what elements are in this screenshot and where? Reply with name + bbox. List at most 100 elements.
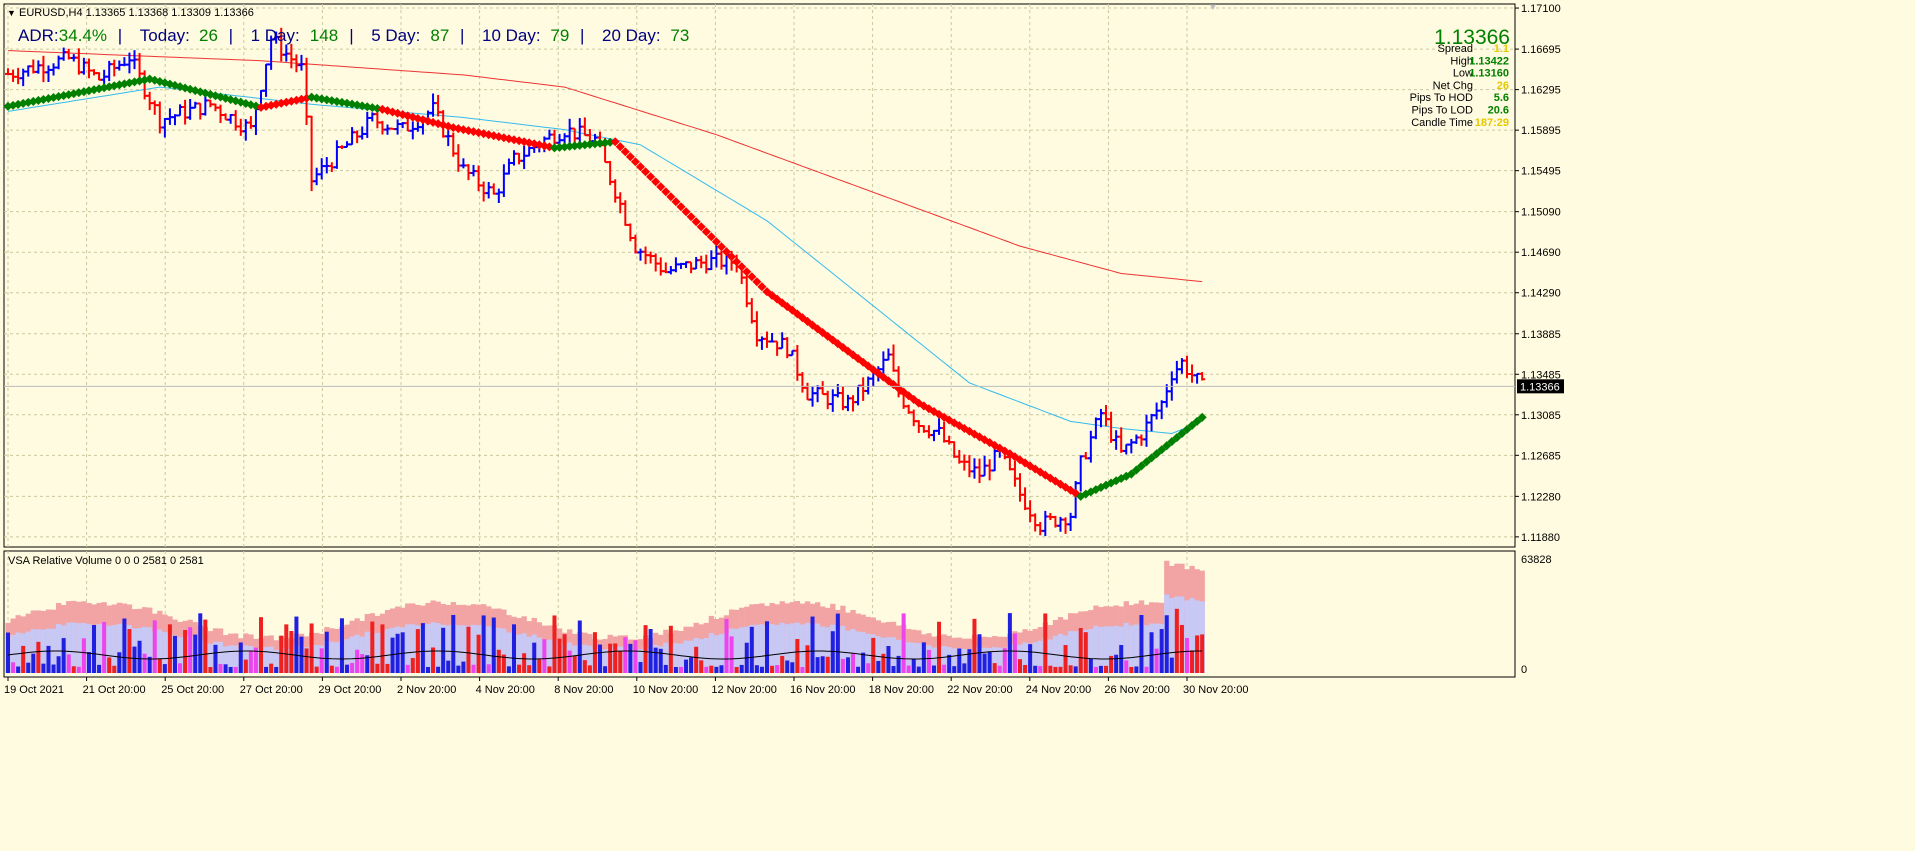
volume-bar <box>56 656 61 673</box>
volume-bar <box>471 664 476 673</box>
volume-band <box>637 649 644 673</box>
volume-band <box>268 646 274 673</box>
volume-bar <box>36 641 41 673</box>
volume-bar <box>830 631 835 673</box>
volume-band <box>713 635 720 673</box>
volume-band <box>951 648 957 673</box>
volume-bar <box>785 660 790 673</box>
adr-value: 79 <box>550 26 569 45</box>
volume-band <box>501 628 507 673</box>
volume-bar <box>734 666 739 673</box>
volume-band <box>263 646 269 673</box>
volume-bar <box>243 659 248 673</box>
volume-bar <box>375 663 380 673</box>
volume-bar <box>274 666 279 673</box>
volume-band <box>71 622 77 673</box>
volume-bar <box>309 623 314 673</box>
volume-band <box>845 630 851 673</box>
info-panel: 1.13366 Spread 1.1 High1.13422Low1.13160Ne… <box>1410 26 1510 129</box>
volume-bar <box>678 666 683 673</box>
trail-stop-marker <box>696 222 706 232</box>
volume-band <box>1068 631 1074 673</box>
volume-bar <box>319 648 324 673</box>
volume-band <box>1032 642 1038 673</box>
volume-bar <box>876 660 881 673</box>
adr-item: 10 Day: 79 | <box>482 26 584 45</box>
volume-bar <box>835 613 840 673</box>
volume-bar <box>279 635 284 673</box>
volume-bar <box>1038 666 1043 673</box>
volume-bar <box>1149 632 1154 673</box>
volume-bar <box>542 639 547 673</box>
trail-stop-marker <box>732 257 742 267</box>
volume-bar <box>21 645 26 673</box>
volume-axis-max: 63828 <box>1521 554 1552 566</box>
time-axis[interactable]: 19 Oct 2021 21 Oct 20:00 25 Oct 20:00 27 Oc… <box>4 677 1248 696</box>
price-tick-label: 1.14290 <box>1521 288 1561 300</box>
volume-bar <box>1063 645 1068 673</box>
info-price: 1.13366 <box>1434 26 1510 49</box>
volume-band <box>344 639 350 673</box>
volume-band <box>1047 639 1054 673</box>
volume-bar <box>410 658 415 673</box>
price-tick-label: 1.15495 <box>1521 166 1561 178</box>
volume-bar <box>815 657 820 673</box>
chart-menu-arrow[interactable]: ▼ <box>7 8 16 18</box>
volume-bar <box>117 652 122 673</box>
scroll-marker-icon[interactable]: ▼ <box>1208 2 1218 13</box>
volume-band <box>410 624 416 673</box>
volume-band <box>425 623 431 673</box>
volume-bar <box>203 619 208 673</box>
volume-bar <box>51 664 56 673</box>
volume-bar <box>532 642 537 673</box>
volume-bar <box>233 666 238 673</box>
volume-bar <box>6 632 10 673</box>
volume-bar <box>172 635 177 673</box>
volume-bar <box>987 652 992 673</box>
volume-bar <box>1144 666 1149 673</box>
volume-band <box>177 637 183 673</box>
volume-band <box>941 645 947 673</box>
volume-band <box>1169 598 1175 673</box>
volume-bar <box>370 621 375 673</box>
ma-slow-line <box>7 50 1203 283</box>
volume-bar <box>1018 659 1022 673</box>
volume-bar <box>628 643 633 673</box>
volume-band <box>147 627 153 673</box>
volume-bar <box>1104 665 1109 673</box>
volume-band <box>992 647 998 673</box>
volume-bar <box>304 648 309 673</box>
volume-bar <box>765 621 769 673</box>
volume-bar <box>334 666 339 673</box>
info-row-value: 26 <box>1497 80 1509 92</box>
price-tick-label: 1.12280 <box>1521 491 1561 503</box>
volume-bar <box>491 617 496 673</box>
volume-band <box>516 634 522 673</box>
price-axis[interactable]: 1.17100 1.16695 1.16295 1.15895 1.15495 1.150… <box>1515 3 1561 544</box>
volume-bar <box>522 653 527 673</box>
volume-bar <box>238 642 243 673</box>
volume-band <box>405 624 411 673</box>
volume-bar <box>572 655 577 673</box>
trail-stop-marker <box>742 267 752 277</box>
volume-bar <box>218 663 223 673</box>
volume-bar <box>269 663 274 673</box>
volume-band <box>739 627 745 673</box>
volume-bar <box>795 639 800 673</box>
volume-band <box>66 622 72 673</box>
volume-band <box>911 642 917 673</box>
volume-bar <box>1023 664 1028 673</box>
volume-bar <box>962 663 967 673</box>
volume-band <box>734 628 740 673</box>
volume-bar <box>633 640 638 673</box>
volume-bar <box>1119 645 1124 673</box>
adr-value: 73 <box>670 26 689 45</box>
volume-band <box>1093 625 1099 673</box>
price-tick-label: 1.13885 <box>1521 329 1561 341</box>
volume-bar <box>152 620 157 673</box>
volume-bar <box>1088 658 1093 673</box>
volume-bar <box>587 665 592 673</box>
volume-band <box>815 623 821 673</box>
main-chart-frame[interactable] <box>3 3 1516 548</box>
